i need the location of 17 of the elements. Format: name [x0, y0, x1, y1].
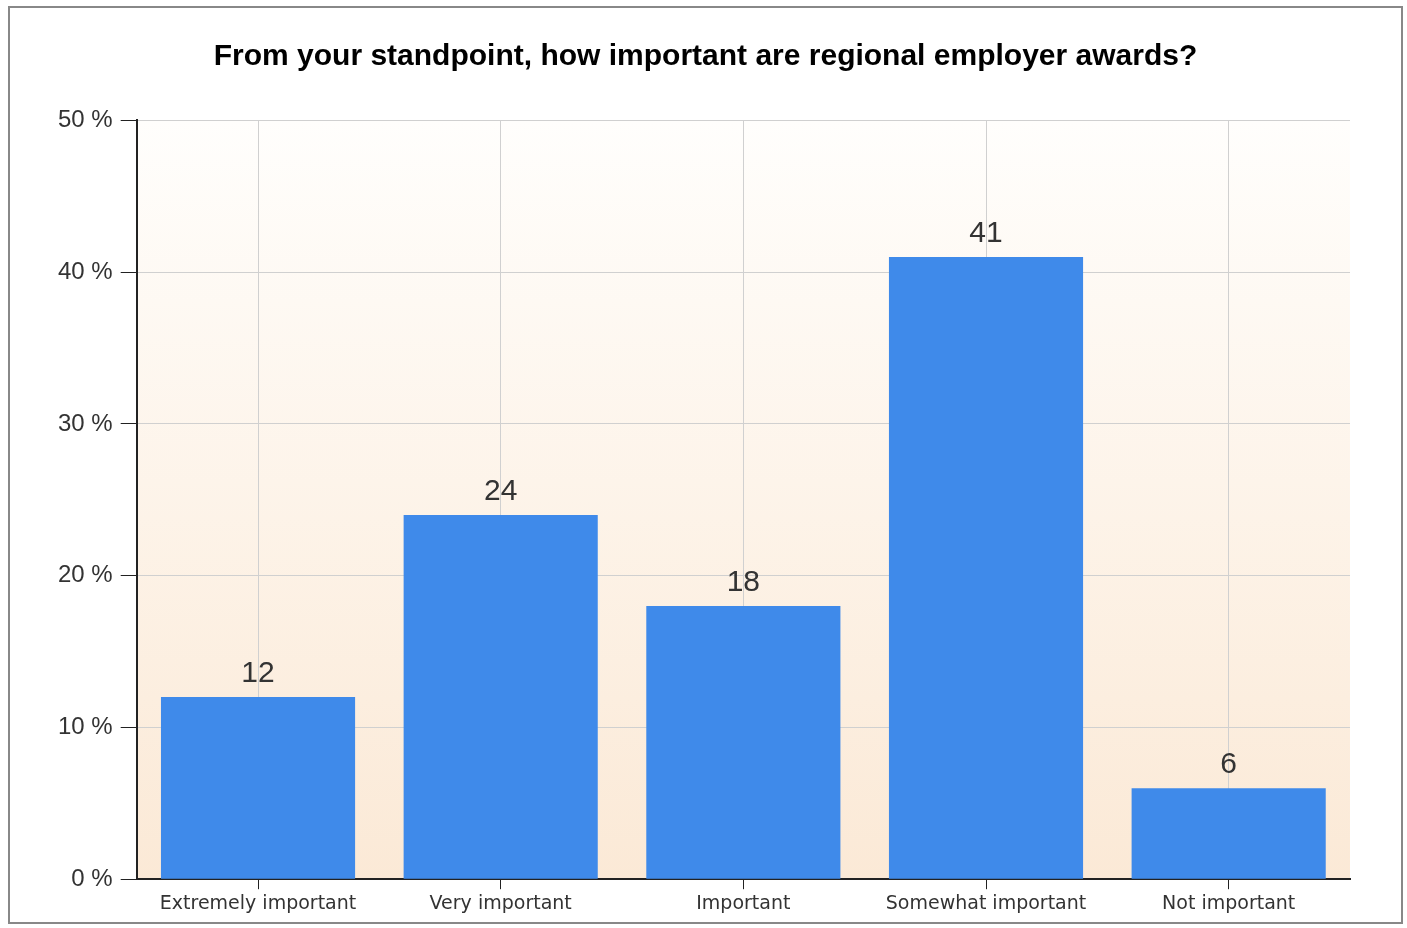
y-tick-label: 50 % [58, 105, 113, 133]
y-tick-label: 30 % [58, 408, 113, 436]
data-label: 24 [484, 473, 518, 507]
y-tick-label: 20 % [58, 560, 113, 588]
x-tick-label: Extremely important [159, 890, 357, 913]
x-tick-label: Somewhat important [885, 890, 1087, 913]
x-tick-label: Important [696, 890, 791, 913]
data-label: 18 [726, 564, 761, 598]
y-tick-label: 0 % [71, 863, 113, 891]
data-label: 12 [241, 655, 275, 689]
x-tick-label: Not important [1162, 890, 1296, 913]
chart-title: From your standpoint, how important are regional employer awards? [212, 38, 1199, 72]
x-tick-label: Very important [429, 890, 572, 913]
y-tick-label: 40 % [58, 256, 113, 284]
y-tick-label: 10 % [58, 712, 113, 740]
data-label: 41 [969, 215, 1003, 249]
data-label: 6 [1220, 746, 1238, 780]
